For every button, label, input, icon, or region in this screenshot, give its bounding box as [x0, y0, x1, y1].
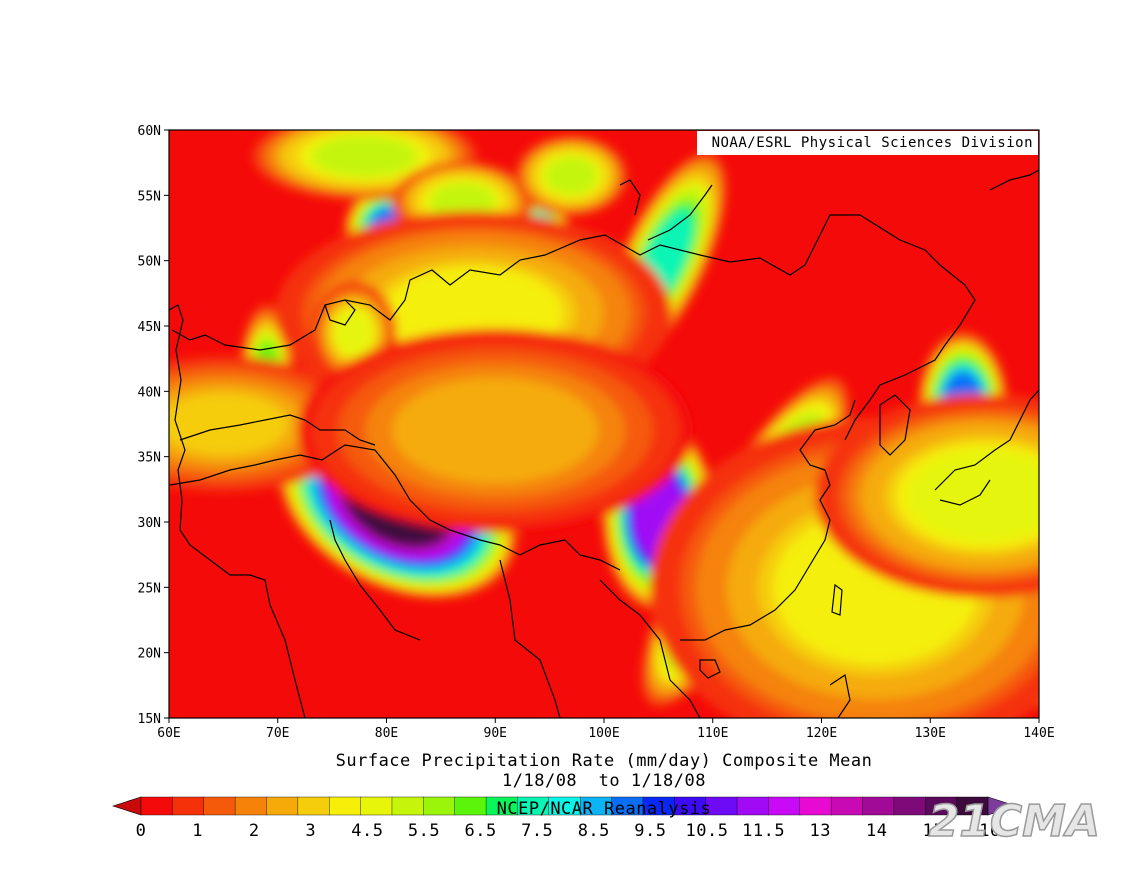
hainan-island	[699, 659, 721, 679]
colorbar-swatch	[862, 796, 895, 816]
indochina-border	[599, 579, 701, 718]
lat-tick-label: 45N	[138, 320, 161, 335]
colorbar-swatch	[423, 796, 456, 816]
japan-honshu	[934, 389, 1039, 491]
colorbar-swatch	[266, 796, 299, 816]
colorbar-labels: 0 1 2 3 4.5 5.5 6.5 7.5 8.5 9.5 10.5 11.5 13 14 15 16	[136, 821, 1001, 841]
colorbar-swatch	[140, 796, 173, 816]
lon-tick-label: 110E	[697, 726, 728, 741]
coastlines-and-borders	[169, 169, 1039, 718]
lon-tick-label: 140E	[1023, 726, 1054, 741]
colorbar-swatch	[360, 796, 393, 816]
precip-cell-18	[815, 393, 1039, 598]
credit-box	[697, 131, 1038, 155]
colorbar-label: 14	[866, 821, 887, 841]
colorbar-label: 3	[305, 821, 316, 841]
west-coastline	[169, 304, 306, 718]
colorbar-swatch	[391, 796, 424, 816]
colorbar-swatch	[830, 796, 864, 816]
colorbar-label: 5.5	[408, 821, 440, 841]
lat-tick-label: 35N	[138, 451, 161, 466]
watermark-logo: 21CMA	[929, 796, 1100, 847]
colorbar-swatch	[172, 796, 205, 816]
lon-tick-label: 100E	[588, 726, 619, 741]
colorbar-swatch	[454, 796, 487, 816]
lon-tick-label: 90E	[484, 726, 507, 741]
colorbar-label: 1	[192, 821, 203, 841]
sakhalin-coast	[989, 169, 1039, 191]
colorbar-label: 16	[979, 821, 1000, 841]
lat-tick-label: 30N	[138, 516, 161, 531]
lat-tick-label: 50N	[138, 255, 161, 270]
colorbar-swatch	[768, 796, 801, 816]
lake-baikal	[647, 184, 713, 241]
myanmar-border	[499, 559, 561, 718]
colorbar-swatch	[203, 796, 236, 816]
colorbar-label: 10.5	[686, 821, 729, 841]
colorbar-label: 15	[923, 821, 944, 841]
latitude-axis: 15N 20N 25N 30N 35N 40N 45N 50N 55N 60N	[138, 124, 169, 727]
colorbar-arrow-high	[987, 796, 1017, 816]
precip-cell-21	[297, 328, 694, 533]
colorbar-swatch	[799, 796, 832, 816]
india-border	[329, 519, 421, 641]
colorbar-swatch	[329, 796, 362, 816]
colorbar-label: 4.5	[351, 821, 383, 841]
taiwan-island	[831, 583, 843, 616]
lat-tick-label: 55N	[138, 189, 161, 204]
colorbar-swatch	[893, 796, 926, 816]
map-panel: NOAA/ESRL Physical Sciences Division	[168, 129, 1040, 719]
colorbar-label: 2	[249, 821, 260, 841]
lat-tick-label: 25N	[138, 581, 161, 596]
lat-tick-label: 15N	[138, 712, 161, 727]
lat-tick-label: 20N	[138, 647, 161, 662]
japan-south	[939, 479, 991, 506]
chart-title: Surface Precipitation Rate (mm/day) Comp…	[336, 751, 873, 771]
colorbar-swatch	[736, 796, 770, 816]
philippines-luzon	[829, 674, 851, 718]
date-range: 1/18/08 to 1/18/08	[502, 771, 706, 791]
central-asia-border	[179, 414, 376, 446]
china-east-coast	[680, 399, 856, 641]
data-source: NCEP/NCAR Reanalysis	[497, 799, 712, 819]
lon-tick-label: 120E	[806, 726, 837, 741]
colorbar-label: 6.5	[464, 821, 496, 841]
lon-tick-label: 80E	[375, 726, 398, 741]
colorbar-label: 11.5	[742, 821, 785, 841]
credit-text: NOAA/ESRL Physical Sciences Division	[712, 135, 1033, 151]
colorbar-label: 0	[136, 821, 147, 841]
lon-tick-label: 130E	[915, 726, 946, 741]
lat-tick-label: 40N	[138, 385, 161, 400]
longitude-axis: 60E 70E 80E 90E 100E 110E 120E 130E 140E	[157, 718, 1055, 741]
colorbar-swatch	[297, 796, 330, 816]
colorbar	[112, 796, 1017, 816]
precip-cell-20	[311, 281, 397, 384]
colorbar-label: 8.5	[578, 821, 610, 841]
lon-tick-label: 70E	[266, 726, 289, 741]
colorbar-label: 13	[809, 821, 830, 841]
colorbar-swatch	[234, 796, 268, 816]
colorbar-label: 7.5	[521, 821, 553, 841]
korea-peninsula	[879, 394, 911, 456]
colorbar-label: 9.5	[634, 821, 666, 841]
precip-cell-15	[514, 134, 628, 217]
lon-tick-label: 60E	[157, 726, 180, 741]
himalaya-border	[169, 444, 621, 571]
colorbar-arrow-low	[112, 796, 142, 816]
siberia-river	[619, 179, 641, 216]
aral-sea	[324, 299, 356, 326]
lat-tick-label: 60N	[138, 124, 161, 139]
